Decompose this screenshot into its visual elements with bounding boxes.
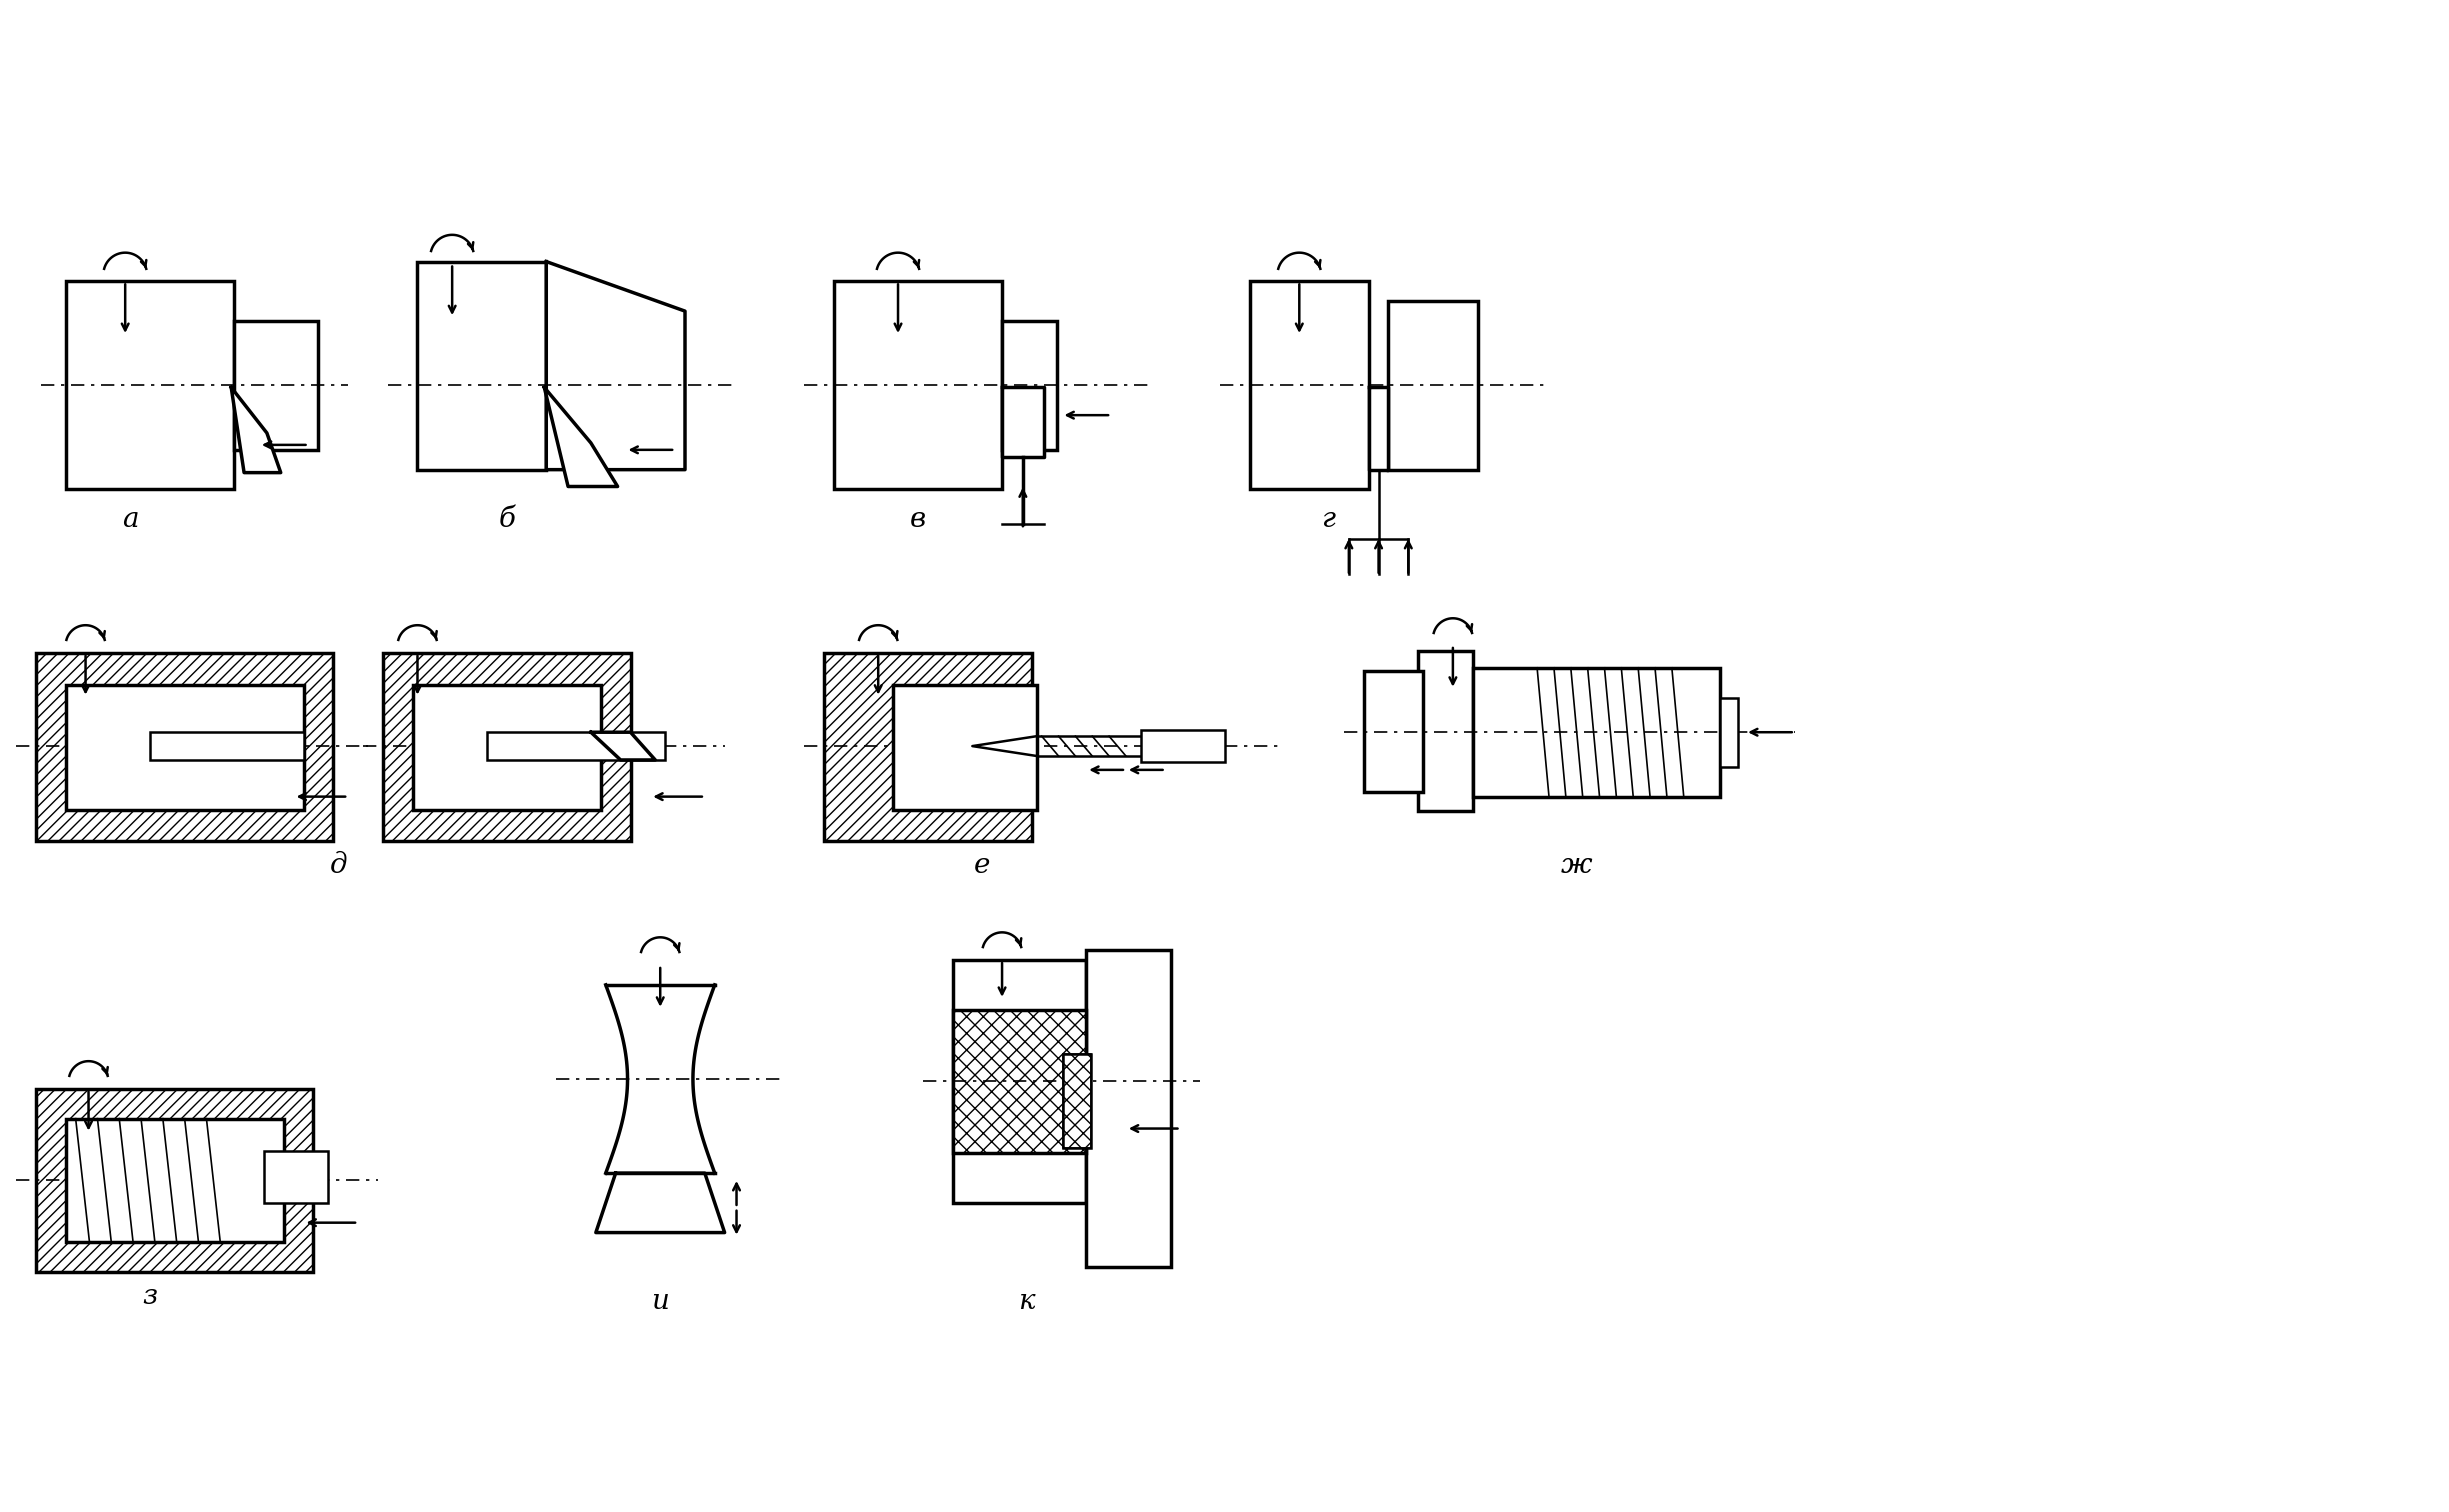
Polygon shape xyxy=(595,1173,725,1232)
Text: е: е xyxy=(975,853,989,880)
Bar xyxy=(382,653,629,841)
Bar xyxy=(37,1089,313,1272)
Text: а: а xyxy=(122,505,140,532)
Bar xyxy=(66,1119,284,1243)
Bar xyxy=(149,732,304,761)
Bar xyxy=(1087,950,1171,1267)
Text: в: в xyxy=(909,505,926,532)
Bar xyxy=(1389,301,1477,470)
Bar xyxy=(487,732,666,761)
Polygon shape xyxy=(1369,387,1389,470)
Text: к: к xyxy=(1019,1288,1036,1315)
Bar xyxy=(953,960,1087,1204)
Text: б: б xyxy=(497,505,514,532)
Text: и: и xyxy=(651,1288,669,1315)
Bar xyxy=(37,653,333,841)
Bar xyxy=(823,653,1031,841)
Bar xyxy=(894,685,1036,809)
Bar xyxy=(953,1010,1087,1154)
Text: з: з xyxy=(142,1284,157,1311)
Polygon shape xyxy=(544,387,617,487)
Text: г: г xyxy=(1322,505,1337,532)
Bar xyxy=(1418,652,1472,812)
Bar xyxy=(1719,697,1739,767)
Bar xyxy=(1364,671,1423,792)
Polygon shape xyxy=(546,262,686,470)
Bar xyxy=(411,685,600,809)
Bar xyxy=(1249,281,1369,490)
Polygon shape xyxy=(605,984,715,1173)
Bar xyxy=(953,1010,1087,1154)
Bar xyxy=(833,281,1002,490)
Bar xyxy=(235,321,318,451)
Bar xyxy=(416,262,546,470)
Bar xyxy=(37,653,333,841)
Text: д: д xyxy=(331,853,348,880)
Bar xyxy=(264,1151,328,1204)
Bar xyxy=(37,1089,313,1272)
Bar xyxy=(823,653,1031,841)
Bar xyxy=(382,653,629,841)
Polygon shape xyxy=(230,387,282,473)
Text: ж: ж xyxy=(1560,853,1592,880)
Bar xyxy=(66,281,235,490)
Bar xyxy=(66,685,304,809)
Bar xyxy=(1063,1054,1092,1148)
Bar xyxy=(1063,1054,1092,1148)
Polygon shape xyxy=(1002,387,1043,457)
Bar xyxy=(1141,730,1224,762)
Bar xyxy=(1002,321,1056,451)
Polygon shape xyxy=(590,732,656,761)
Bar xyxy=(1472,668,1719,797)
